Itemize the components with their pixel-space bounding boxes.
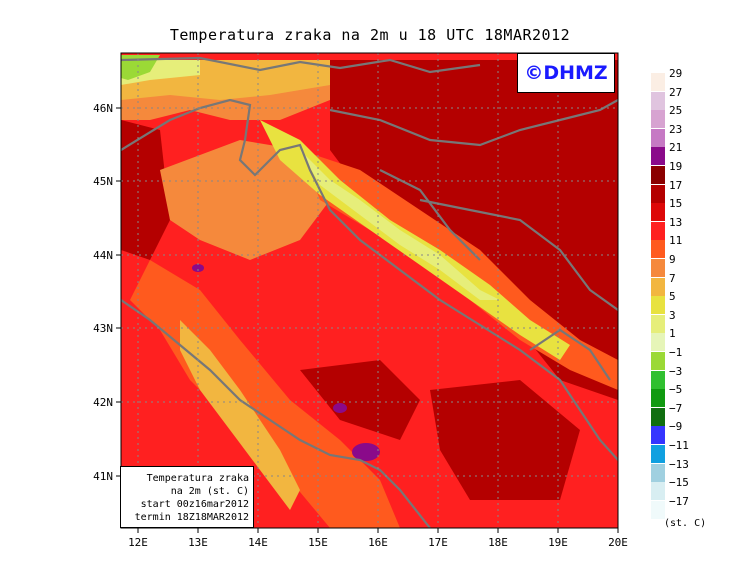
legend-swatch xyxy=(651,314,665,333)
yellow-zone-apennine xyxy=(180,320,300,510)
legend-swatch xyxy=(651,203,665,222)
legend-swatch xyxy=(651,407,665,426)
legend-label: 25 xyxy=(669,104,683,118)
lon-tick-label: 16E xyxy=(368,536,388,549)
orange-zone-apennine xyxy=(130,260,400,528)
info-line: termin 18Z18MAR2012 xyxy=(134,512,249,523)
legend-label: 15 xyxy=(669,197,683,211)
legend-swatch xyxy=(651,166,665,184)
lat-tick-label: 44N xyxy=(93,249,113,262)
lon-tick-label: 12E xyxy=(128,536,148,549)
legend-swatch xyxy=(651,370,665,389)
legend-label: 27 xyxy=(669,85,683,99)
map-frame xyxy=(120,52,619,529)
orange-zone-north-adriatic xyxy=(160,140,330,260)
legend-label: 3 xyxy=(669,308,676,322)
temperature-field xyxy=(121,53,618,528)
lat-tick-label: 45N xyxy=(93,175,113,188)
legend-swatch xyxy=(651,184,665,203)
legend-swatch xyxy=(651,240,665,259)
legend-swatch xyxy=(651,259,665,277)
legend-swatch xyxy=(651,91,665,110)
dark-red-zone-south xyxy=(300,360,420,440)
legend-label: 19 xyxy=(669,160,683,173)
legend-swatch xyxy=(651,445,665,463)
legend-swatch xyxy=(651,426,665,445)
legend-swatch xyxy=(651,147,665,166)
lon-tick-label: 15E xyxy=(308,536,328,549)
legend-swatch xyxy=(651,500,665,519)
legend-label: 23 xyxy=(669,122,683,136)
purple-spot-north xyxy=(192,264,204,272)
lon-tick-label: 20E xyxy=(608,536,628,549)
legend-swatch xyxy=(651,73,665,91)
purple-spot-gargano xyxy=(352,443,380,461)
lon-tick-label: 18E xyxy=(488,536,508,549)
dark-red-zone-south-east xyxy=(430,380,580,500)
info-line: start 00z16mar2012 xyxy=(140,499,249,510)
legend-label: −15 xyxy=(669,476,689,490)
lon-tick-label: 17E xyxy=(428,536,448,549)
legend-units: (st. C) xyxy=(664,518,707,529)
legend-swatch xyxy=(651,110,665,129)
info-line: na 2m (st. C) xyxy=(170,486,249,497)
legend-swatch xyxy=(651,277,665,296)
lon-tick-label: 19E xyxy=(548,536,568,549)
map-title: Temperatura zraka na 2m u 18 UTC 18MAR20… xyxy=(169,26,571,44)
legend-swatch xyxy=(651,221,665,240)
lon-tick-label: 14E xyxy=(248,536,268,549)
legend-label: 29 xyxy=(669,67,683,80)
info-line: Temperatura zraka xyxy=(146,473,249,484)
legend-swatch xyxy=(651,128,665,147)
legend-swatch xyxy=(651,389,665,408)
legend-label: 9 xyxy=(669,253,676,266)
legend-label: −11 xyxy=(669,439,689,452)
dhmz-logo: ©DHMZ xyxy=(517,53,615,93)
legend-label: 1 xyxy=(669,327,676,341)
legend-label: 13 xyxy=(669,215,683,229)
legend-label: −9 xyxy=(669,420,683,434)
lon-tick-label: 13E xyxy=(188,536,208,549)
legend-swatch xyxy=(651,482,665,501)
legend-label: −3 xyxy=(669,364,683,378)
legend-swatch xyxy=(651,296,665,315)
info-box: Temperatura zraka na 2m (st. C) start 00… xyxy=(120,466,254,528)
legend-label: −7 xyxy=(669,401,683,415)
legend-label: −13 xyxy=(669,457,689,471)
legend-label: 7 xyxy=(669,271,676,285)
legend-label: −17 xyxy=(669,494,689,508)
lat-tick-label: 42N xyxy=(93,396,113,409)
lat-tick-label: 41N xyxy=(93,470,113,483)
lat-tick-label: 43N xyxy=(93,322,113,335)
legend-swatch xyxy=(651,463,665,482)
light-green-zone xyxy=(121,55,160,80)
legend-label: 5 xyxy=(669,290,676,304)
purple-spot-central xyxy=(333,403,347,413)
legend-label: 17 xyxy=(669,178,683,192)
legend-label: 11 xyxy=(669,234,683,248)
coastlines xyxy=(121,56,618,528)
legend-label: −5 xyxy=(669,383,683,397)
legend-label: −1 xyxy=(669,346,683,359)
lat-lon-grid xyxy=(121,53,618,528)
legend-swatch xyxy=(651,333,665,352)
legend-label: 21 xyxy=(669,141,683,155)
dark-red-zone-west xyxy=(121,120,170,260)
lat-tick-label: 46N xyxy=(93,102,113,115)
legend-swatch xyxy=(651,352,665,370)
